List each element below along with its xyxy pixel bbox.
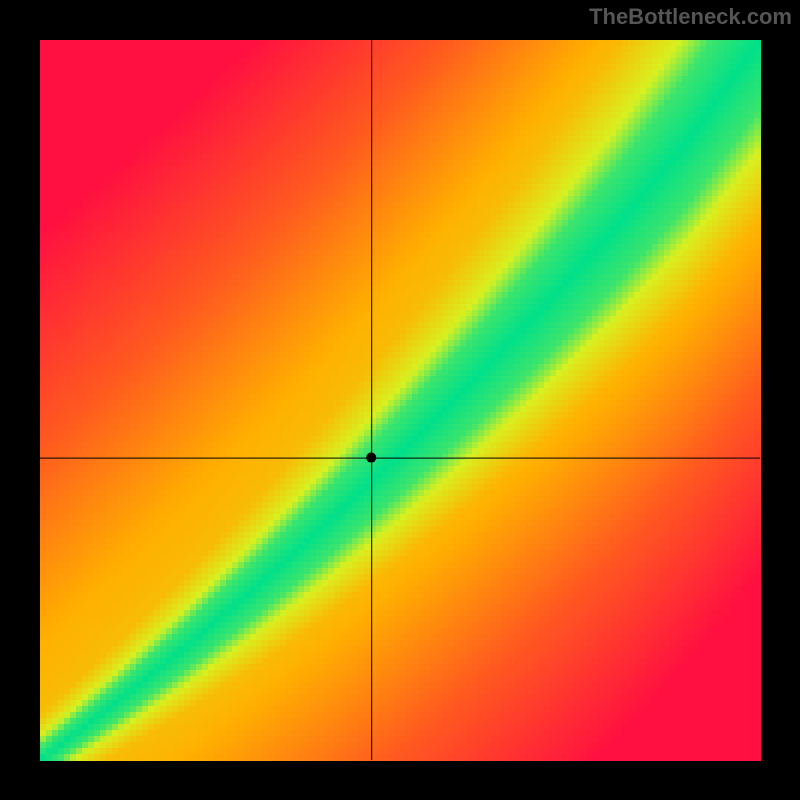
chart-container: TheBottleneck.com [0,0,800,800]
bottleneck-heatmap [0,0,800,800]
watermark-text: TheBottleneck.com [589,4,792,30]
